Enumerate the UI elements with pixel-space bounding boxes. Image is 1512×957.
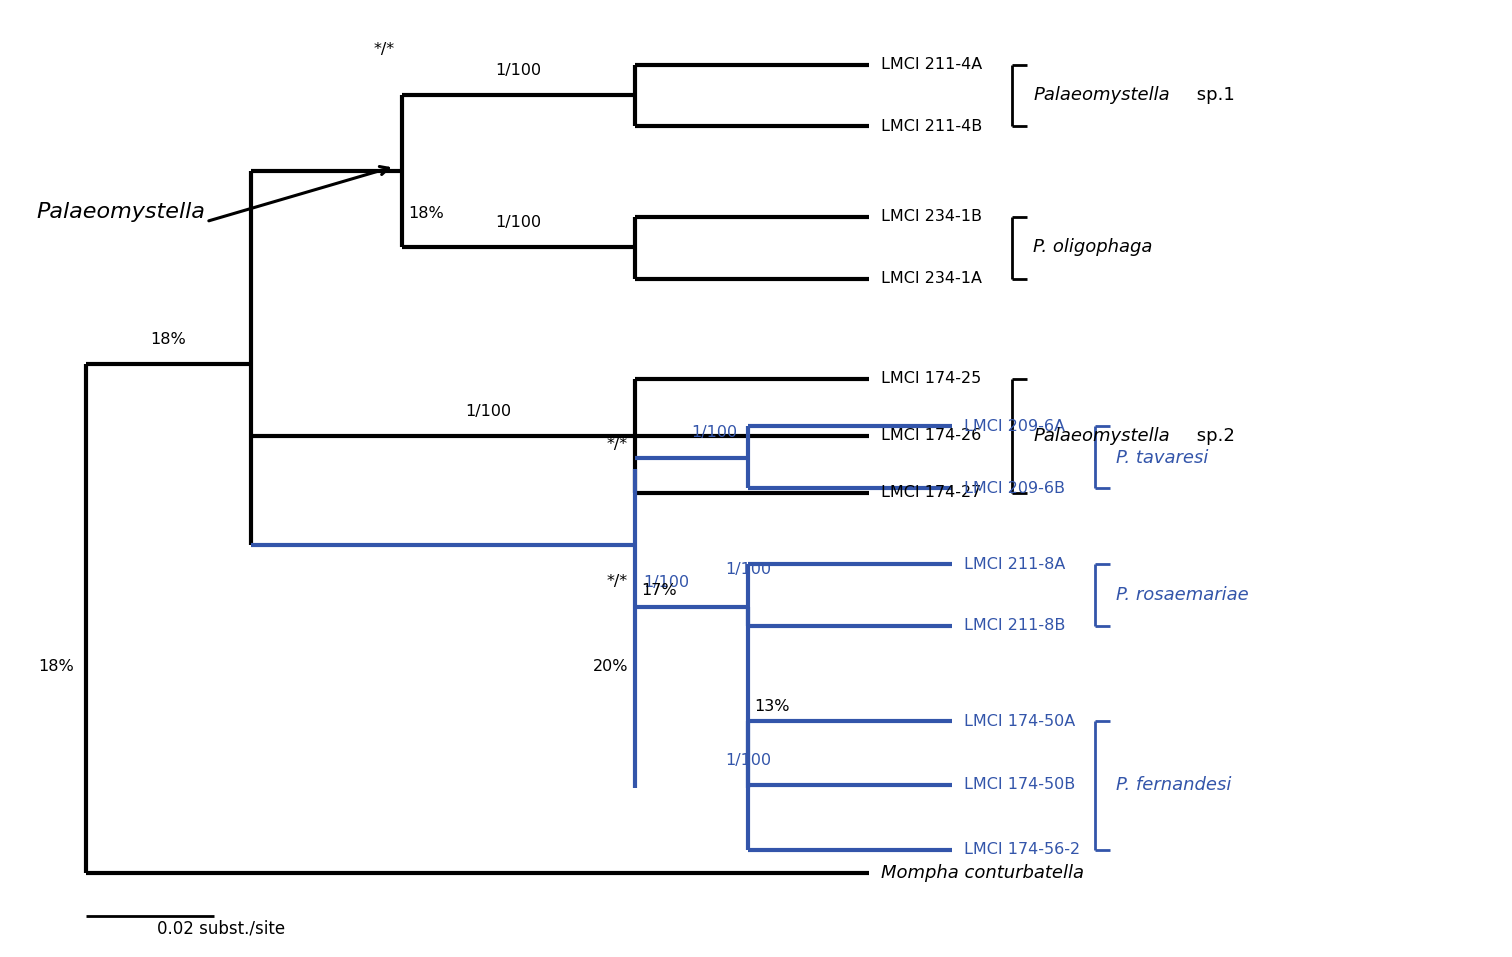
Text: P. fernandesi: P. fernandesi xyxy=(1116,776,1231,794)
Text: LMCI 209-6A: LMCI 209-6A xyxy=(963,418,1064,434)
Text: LMCI 174-27: LMCI 174-27 xyxy=(881,485,981,501)
Text: 0.02 subst./site: 0.02 subst./site xyxy=(157,919,286,937)
Text: 18%: 18% xyxy=(38,659,74,674)
Text: 13%: 13% xyxy=(754,700,789,714)
Text: P. tavaresi: P. tavaresi xyxy=(1116,449,1208,467)
Text: LMCI 211-4B: LMCI 211-4B xyxy=(881,119,983,134)
Text: Palaeomystella: Palaeomystella xyxy=(1033,427,1170,445)
Text: LMCI 234-1A: LMCI 234-1A xyxy=(881,271,981,286)
Text: Mompha conturbatella: Mompha conturbatella xyxy=(881,864,1084,882)
Text: 1/100: 1/100 xyxy=(643,575,689,590)
Text: 1/100: 1/100 xyxy=(466,404,511,418)
Text: LMCI 174-56-2: LMCI 174-56-2 xyxy=(963,842,1080,857)
Text: 1/100: 1/100 xyxy=(691,426,738,440)
Text: 20%: 20% xyxy=(593,659,627,674)
Text: P. oligophaga: P. oligophaga xyxy=(1033,238,1152,256)
Text: LMCI 211-4A: LMCI 211-4A xyxy=(881,57,983,72)
Text: 18%: 18% xyxy=(408,207,443,221)
Text: 1/100: 1/100 xyxy=(496,215,541,231)
Text: 1/100: 1/100 xyxy=(726,753,771,768)
Text: Palaeomystella: Palaeomystella xyxy=(1033,86,1170,104)
Text: LMCI 174-26: LMCI 174-26 xyxy=(881,428,981,443)
Text: 1/100: 1/100 xyxy=(726,563,771,577)
Text: P. rosaemariae: P. rosaemariae xyxy=(1116,586,1249,604)
Text: */*: */* xyxy=(606,436,627,452)
Text: LMCI 174-50A: LMCI 174-50A xyxy=(963,714,1075,728)
Text: 1/100: 1/100 xyxy=(496,63,541,78)
Text: 18%: 18% xyxy=(151,332,186,347)
Text: 17%: 17% xyxy=(641,583,677,598)
Text: */*: */* xyxy=(373,42,395,57)
Text: LMCI 211-8B: LMCI 211-8B xyxy=(963,618,1066,634)
Text: LMCI 211-8A: LMCI 211-8A xyxy=(963,557,1066,571)
Text: sp.2: sp.2 xyxy=(1191,427,1235,445)
Text: LMCI 209-6B: LMCI 209-6B xyxy=(963,480,1064,496)
Text: LMCI 174-25: LMCI 174-25 xyxy=(881,371,981,386)
Text: Palaeomystella: Palaeomystella xyxy=(36,202,204,222)
Text: sp.1: sp.1 xyxy=(1191,86,1235,104)
Text: LMCI 234-1B: LMCI 234-1B xyxy=(881,210,981,224)
Text: LMCI 174-50B: LMCI 174-50B xyxy=(963,777,1075,792)
Text: */*: */* xyxy=(606,573,627,589)
